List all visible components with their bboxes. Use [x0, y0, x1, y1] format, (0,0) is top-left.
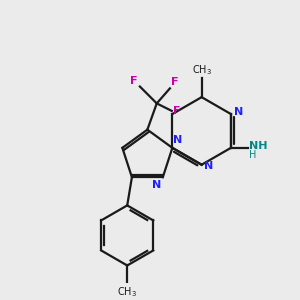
Text: CH$_3$: CH$_3$ — [192, 64, 212, 77]
Text: NH: NH — [249, 141, 267, 151]
Text: N: N — [234, 107, 243, 117]
Text: N: N — [152, 180, 161, 190]
Text: F: F — [130, 76, 138, 85]
Text: H: H — [249, 150, 256, 161]
Text: F: F — [171, 77, 178, 87]
Text: F: F — [173, 106, 180, 116]
Text: N: N — [205, 161, 214, 171]
Text: CH$_3$: CH$_3$ — [117, 285, 137, 299]
Text: N: N — [173, 135, 183, 145]
